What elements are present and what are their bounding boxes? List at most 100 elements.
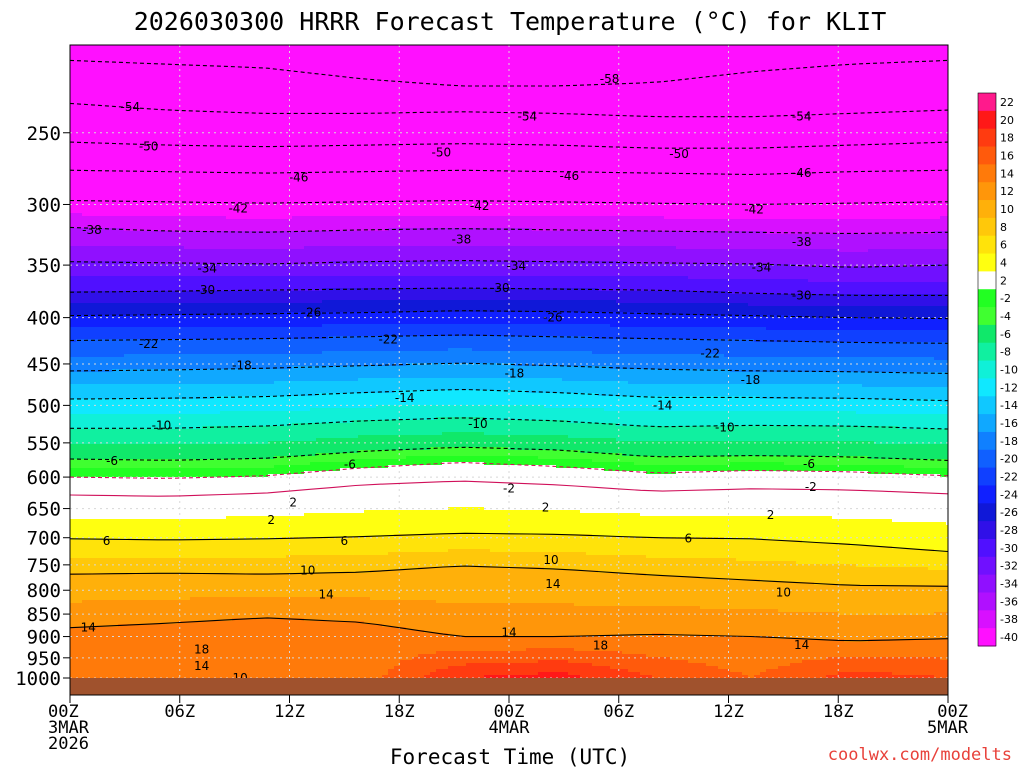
shade-cell xyxy=(88,417,95,421)
shade-cell xyxy=(76,465,83,469)
shade-cell xyxy=(106,111,113,115)
shade-cell xyxy=(94,192,101,196)
shade-cell xyxy=(106,75,113,79)
shade-cell xyxy=(100,609,107,613)
shade-cell xyxy=(82,48,89,52)
shade-cell xyxy=(100,567,107,571)
shade-cell xyxy=(76,546,83,550)
shade-cell xyxy=(76,660,83,664)
shade-cell xyxy=(76,57,83,61)
shade-cell xyxy=(70,345,77,349)
shade-cell xyxy=(88,96,95,100)
shade-cell xyxy=(70,195,77,199)
shade-cell xyxy=(76,108,83,112)
shade-cell xyxy=(88,309,95,313)
shade-cell xyxy=(82,330,89,334)
shade-cell xyxy=(100,600,107,604)
shade-cell xyxy=(88,336,95,340)
shade-cell xyxy=(100,603,107,607)
shade-cell xyxy=(82,342,89,346)
shade-cell xyxy=(94,654,101,658)
shade-cell xyxy=(88,216,95,220)
shade-cell xyxy=(70,213,77,217)
shade-cell xyxy=(76,123,83,127)
shade-cell xyxy=(106,171,113,175)
shade-cell xyxy=(82,165,89,169)
shade-cell xyxy=(88,453,95,457)
shade-cell xyxy=(70,438,77,442)
shade-cell xyxy=(88,210,95,214)
shade-cell xyxy=(88,297,95,301)
shade-cell xyxy=(82,384,89,388)
shade-cell xyxy=(70,468,77,472)
shade-cell xyxy=(82,135,89,139)
shade-cell xyxy=(82,450,89,454)
shade-cell xyxy=(70,375,77,379)
shade-cell xyxy=(70,93,77,97)
shade-cell xyxy=(70,642,77,646)
shade-cell xyxy=(88,549,95,553)
shade-cell xyxy=(100,75,107,79)
shade-cell xyxy=(100,288,107,292)
shade-cell xyxy=(70,216,77,220)
shade-cell xyxy=(76,384,83,388)
shade-cell xyxy=(76,525,83,529)
shade-cell xyxy=(94,303,101,307)
shade-cell xyxy=(82,264,89,268)
shade-cell xyxy=(82,177,89,181)
shade-cell xyxy=(94,267,101,271)
shade-cell xyxy=(76,165,83,169)
shade-cell xyxy=(88,399,95,403)
shade-cell xyxy=(70,666,77,670)
shade-cell xyxy=(70,615,77,619)
shade-cell xyxy=(100,213,107,217)
shade-cell xyxy=(100,417,107,421)
shade-cell xyxy=(76,117,83,121)
shade-cell xyxy=(100,93,107,97)
shade-cell xyxy=(94,213,101,217)
shade-cell xyxy=(82,567,89,571)
shade-cell xyxy=(94,387,101,391)
shade-cell xyxy=(76,366,83,370)
shade-cell xyxy=(70,573,77,577)
shade-cell xyxy=(106,102,113,106)
shade-cell xyxy=(70,162,77,166)
shade-cell xyxy=(94,489,101,493)
shade-cell xyxy=(106,156,113,160)
shade-cell xyxy=(88,450,95,454)
shade-cell xyxy=(82,114,89,118)
shade-cell xyxy=(94,69,101,73)
shade-cell xyxy=(70,393,77,397)
shade-cell xyxy=(82,606,89,610)
shade-cell xyxy=(76,258,83,262)
shade-cell xyxy=(76,78,83,82)
shade-cell xyxy=(70,354,77,358)
shade-cell xyxy=(94,579,101,583)
shade-cell xyxy=(88,384,95,388)
shade-cell xyxy=(94,279,101,283)
shade-cell xyxy=(88,246,95,250)
shade-cell xyxy=(76,144,83,148)
shade-cell xyxy=(82,285,89,289)
shade-cell xyxy=(76,672,83,676)
shade-cell xyxy=(76,483,83,487)
shade-cell xyxy=(70,75,77,79)
shade-cell xyxy=(70,207,77,211)
shade-cell xyxy=(88,669,95,673)
shade-cell xyxy=(100,513,107,517)
shade-cell xyxy=(94,195,101,199)
shade-cell xyxy=(88,267,95,271)
shade-cell xyxy=(100,54,107,58)
shade-cell xyxy=(70,249,77,253)
shade-cell xyxy=(94,528,101,532)
shade-cell xyxy=(94,45,101,49)
shade-cell xyxy=(88,666,95,670)
shade-cell xyxy=(100,444,107,448)
shade-cell xyxy=(82,465,89,469)
shade-cell xyxy=(82,663,89,667)
shade-cell xyxy=(82,366,89,370)
shade-cell xyxy=(106,186,113,190)
shade-cell xyxy=(70,219,77,223)
shade-cell xyxy=(94,390,101,394)
shade-cell xyxy=(70,264,77,268)
